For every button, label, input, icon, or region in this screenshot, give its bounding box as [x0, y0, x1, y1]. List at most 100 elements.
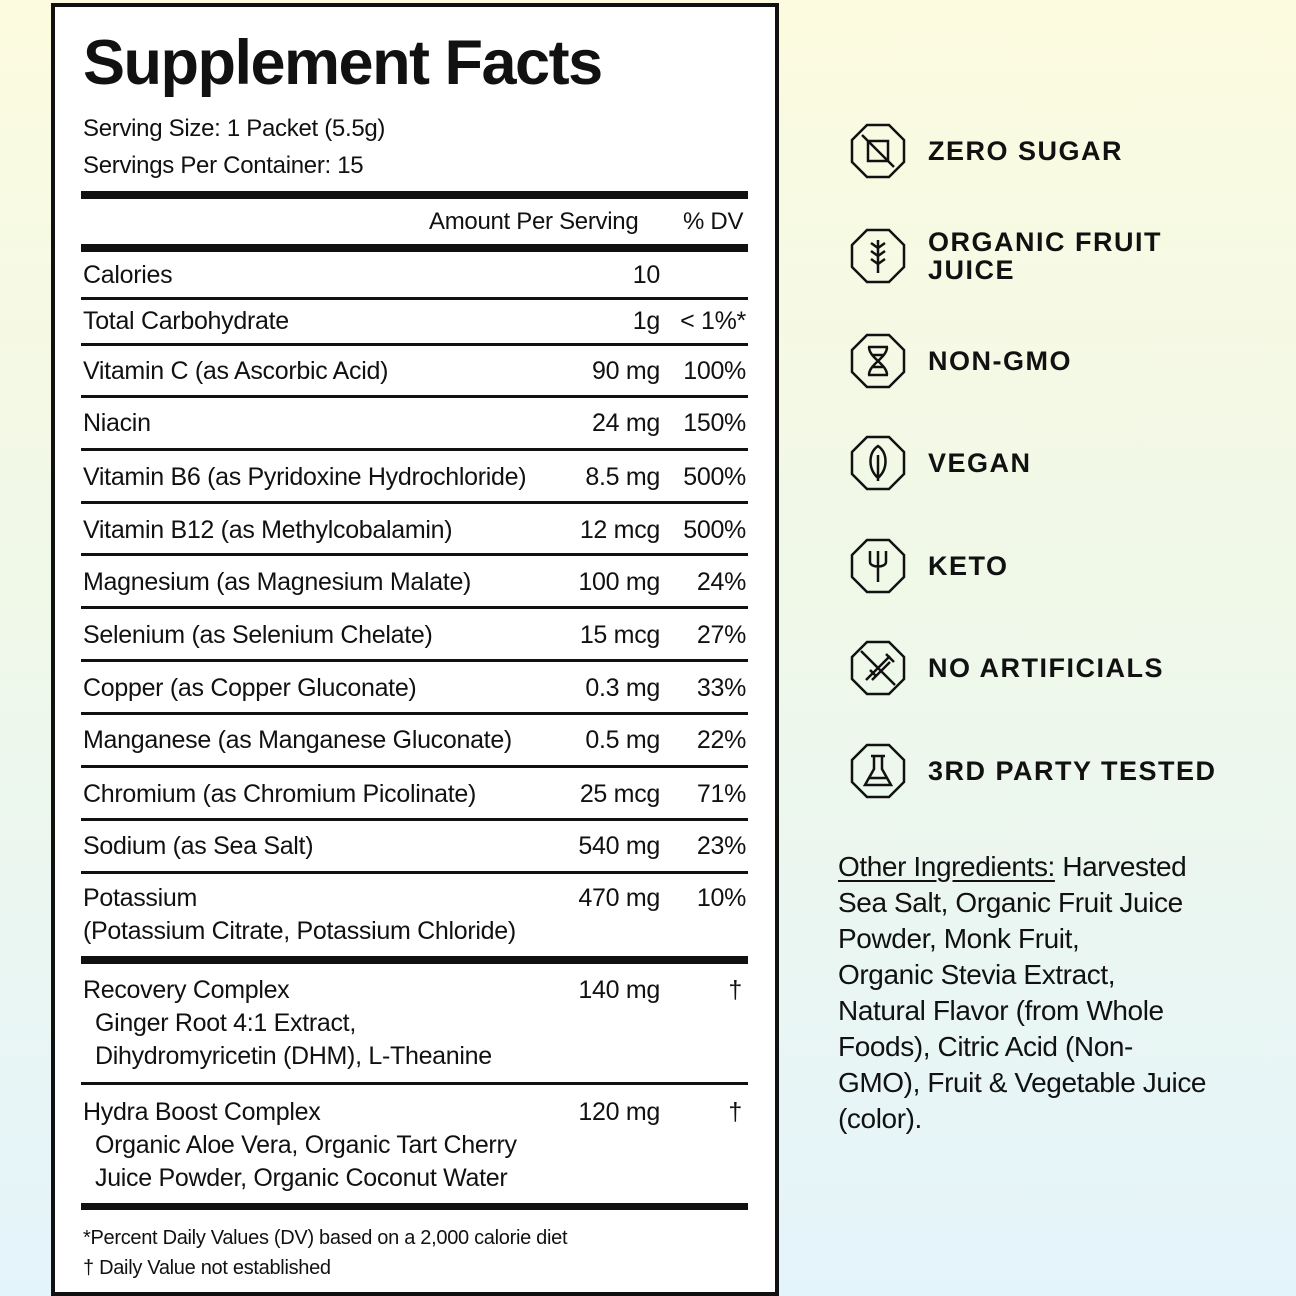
nutrient-name: Magnesium (as Magnesium Malate): [83, 568, 472, 596]
feature-label-line: ORGANIC FRUIT: [928, 227, 1162, 257]
feature-no-artificials: NO ARTIFICIALS: [848, 638, 1268, 698]
divider: [81, 659, 748, 662]
fork-icon: [850, 538, 906, 594]
complex-ingredients: Dihydromyricetin (DHM), L-Theanine: [95, 1042, 492, 1070]
feature-organic-fruit-juice: ORGANIC FRUIT JUICE: [848, 226, 1268, 286]
nutrient-amount: 15 mcg: [579, 621, 660, 649]
other-ingredients-text: Sea Salt, Organic Fruit Juice: [838, 887, 1183, 918]
divider: [81, 765, 748, 768]
leaf-icon: [850, 435, 906, 491]
feature-label: NON-GMO: [928, 346, 1072, 376]
panel-title: Supplement Facts: [83, 28, 603, 98]
complex-ingredients: Organic Aloe Vera, Organic Tart Cherry: [95, 1131, 517, 1159]
wheat-icon: [850, 228, 906, 284]
feature-keto: KETO: [848, 536, 1268, 596]
feature-3rd-party-tested: 3RD PARTY TESTED: [848, 741, 1268, 801]
footnote-dagger: † Daily Value not established: [83, 1257, 331, 1279]
other-ingredients-text: Powder, Monk Fruit,: [838, 923, 1080, 954]
nutrient-dv: < 1%*: [680, 307, 746, 335]
nutrient-amount: 100 mg: [578, 568, 660, 596]
divider: [81, 501, 748, 504]
nutrient-amount: 0.3 mg: [585, 674, 660, 702]
nutrient-dv: 100%: [683, 357, 746, 385]
nutrient-dv: 23%: [696, 832, 746, 860]
feature-label: ZERO SUGAR: [928, 136, 1124, 166]
supplement-facts-panel: Supplement Facts Serving Size: 1 Packet …: [51, 3, 779, 1296]
other-ingredients: Other Ingredients: Harvested Sea Salt, O…: [838, 849, 1238, 1137]
other-ingredients-text: (color).: [838, 1103, 922, 1134]
nutrient-amount: 10: [632, 261, 661, 289]
nutrient-dv: 33%: [696, 674, 746, 702]
complex-name: Recovery Complex: [83, 976, 290, 1004]
feature-label: VEGAN: [928, 448, 1032, 478]
nutrient-name: Chromium (as Chromium Picolinate): [83, 780, 476, 808]
other-ingredients-label: Other Ingredients:: [838, 851, 1055, 882]
other-ingredients-text: Natural Flavor (from Whole: [838, 995, 1164, 1026]
nutrient-name: Manganese (as Manganese Gluconate): [83, 726, 512, 754]
nutrient-dv: 24%: [696, 568, 746, 596]
nutrient-dv: 150%: [683, 409, 746, 437]
nutrient-dv: 500%: [683, 516, 746, 544]
nutrient-amount: 12 mcg: [579, 516, 660, 544]
divider: [81, 343, 748, 346]
no-syringe-icon: [850, 640, 906, 696]
divider: [81, 606, 748, 609]
feature-non-gmo: NON-GMO: [848, 331, 1268, 391]
divider: [81, 297, 748, 300]
no-sugar-cube-icon: [850, 123, 906, 179]
nutrient-dv: 500%: [683, 463, 746, 491]
complex-dv: †: [728, 1098, 742, 1126]
nutrient-amount: 25 mcg: [579, 780, 660, 808]
nutrient-sub: (Potassium Citrate, Potassium Chloride): [83, 917, 516, 945]
nutrient-dv: 27%: [696, 621, 746, 649]
footnote-dv: *Percent Daily Values (DV) based on a 2,…: [83, 1227, 568, 1249]
divider-thick: [81, 244, 748, 252]
nutrient-name: Sodium (as Sea Salt): [83, 832, 314, 860]
header-dv: % DV: [683, 208, 744, 235]
other-ingredients-text: Organic Stevia Extract,: [838, 959, 1116, 990]
divider: [81, 871, 748, 874]
nutrient-dv: 10%: [696, 884, 746, 912]
complex-amount: 120 mg: [578, 1098, 660, 1126]
header-amount: Amount Per Serving: [429, 208, 639, 235]
nutrient-name: Niacin: [83, 409, 151, 437]
nutrient-amount: 8.5 mg: [585, 463, 660, 491]
other-ingredients-text: Foods), Citric Acid (Non-: [838, 1031, 1133, 1062]
nutrient-name: Vitamin B12 (as Methylcobalamin): [83, 516, 453, 544]
nutrient-amount: 1g: [632, 307, 661, 335]
nutrient-name: Copper (as Copper Gluconate): [83, 674, 417, 702]
flask-icon: [850, 743, 906, 799]
nutrient-amount: 24 mg: [592, 409, 660, 437]
nutrient-amount: 540 mg: [578, 832, 660, 860]
divider: [81, 818, 748, 821]
dna-helix-icon: [850, 333, 906, 389]
divider: [81, 395, 748, 398]
serving-size: Serving Size: 1 Packet (5.5g): [83, 115, 386, 142]
nutrient-amount: 90 mg: [592, 357, 660, 385]
divider: [81, 553, 748, 556]
divider: [81, 1082, 748, 1085]
complex-name: Hydra Boost Complex: [83, 1098, 321, 1126]
nutrient-amount: 0.5 mg: [585, 726, 660, 754]
divider-thick: [81, 956, 748, 964]
feature-label: 3RD PARTY TESTED: [928, 756, 1217, 786]
complex-dv: †: [728, 976, 742, 1004]
other-ingredients-text: GMO), Fruit & Vegetable Juice: [838, 1067, 1207, 1098]
other-ingredients-text: Harvested: [1054, 851, 1187, 882]
nutrient-dv: 71%: [696, 780, 746, 808]
nutrient-name: Vitamin C (as Ascorbic Acid): [83, 357, 389, 385]
feature-label: NO ARTIFICIALS: [928, 653, 1164, 683]
feature-label: KETO: [928, 551, 1009, 581]
divider: [81, 712, 748, 715]
divider-thick: [81, 1203, 748, 1210]
feature-label-line: JUICE: [928, 255, 1016, 285]
nutrient-amount: 470 mg: [578, 884, 660, 912]
complex-ingredients: Ginger Root 4:1 Extract,: [95, 1009, 356, 1037]
divider-thick: [81, 191, 748, 199]
servings-per-container: Servings Per Container: 15: [83, 152, 364, 179]
nutrient-name: Vitamin B6 (as Pyridoxine Hydrochloride): [83, 463, 527, 491]
nutrient-name: Total Carbohydrate: [83, 307, 289, 335]
divider: [81, 448, 748, 451]
nutrient-dv: 22%: [696, 726, 746, 754]
nutrient-name: Selenium (as Selenium Chelate): [83, 621, 433, 649]
